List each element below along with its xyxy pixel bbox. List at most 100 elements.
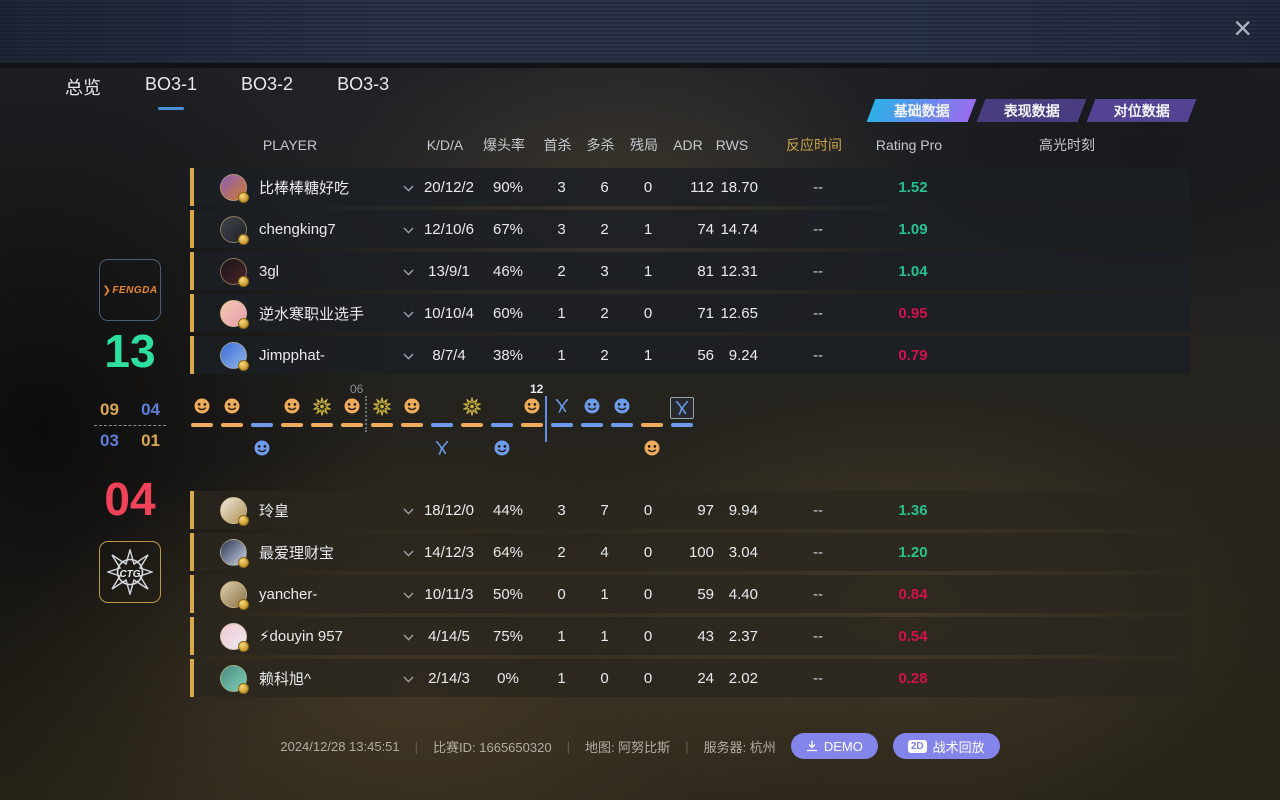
chevron-down-icon[interactable]: [394, 670, 422, 687]
chevron-down-icon[interactable]: [394, 347, 422, 364]
round-result-dash: [671, 423, 693, 427]
player-name[interactable]: 逆水寒职业选手: [259, 305, 365, 323]
round-4[interactable]: [277, 386, 307, 466]
coin-badge-icon: [238, 556, 249, 568]
header-first-kill: 首杀: [543, 137, 572, 153]
demo-download-button[interactable]: DEMO: [790, 733, 878, 759]
tab-bo3-1[interactable]: BO3-1: [145, 74, 197, 110]
player-row[interactable]: 逆水寒职业选手 10/10/4 60% 1 2 0 71 12.65 -- 0.…: [190, 294, 1190, 332]
player-row[interactable]: Jimpphat- 8/7/4 38% 1 2 1 56 9.24 -- 0.7…: [190, 336, 1190, 374]
round-2[interactable]: [217, 386, 247, 466]
tactical-replay-button[interactable]: 2D 战术回放: [892, 733, 1000, 759]
coin-badge-icon: [238, 514, 249, 526]
round-12[interactable]: [517, 386, 547, 466]
round-result-dash: [221, 423, 243, 427]
stat-adr: 59: [697, 585, 714, 603]
round-9[interactable]: [427, 386, 457, 466]
team2-second-half-score: 01: [141, 431, 160, 450]
player-name[interactable]: ⚡douyin 957: [259, 628, 343, 645]
player-row[interactable]: ⚡douyin 957 4/14/5 75% 1 1 0 43 2.37 -- …: [190, 617, 1190, 655]
player-name[interactable]: 比棒棒糖好吃: [259, 179, 350, 197]
player-row[interactable]: 最爱理财宝 14/12/3 64% 2 4 0 100 3.04 -- 1.20: [190, 533, 1190, 571]
chevron-down-icon[interactable]: [394, 221, 422, 238]
close-icon[interactable]: ×: [1233, 10, 1252, 46]
elimination-smiley-icon: [584, 398, 600, 414]
tab-matchup-data[interactable]: 对位数据: [1086, 99, 1197, 122]
player-name[interactable]: yancher-: [259, 585, 318, 603]
stat-reaction-time: --: [813, 346, 823, 364]
round-result-dash: [611, 423, 633, 427]
round-13[interactable]: [547, 386, 577, 466]
header-clutch: 残局: [630, 137, 658, 153]
chevron-down-icon[interactable]: [394, 305, 422, 322]
round-17[interactable]: [667, 386, 697, 466]
player-row[interactable]: chengking7 12/10/6 67% 3 2 1 74 14.74 --…: [190, 210, 1190, 248]
round-result-dash: [491, 423, 513, 427]
team2-logo-text: CTG: [119, 569, 140, 580]
stat-clutch: 0: [643, 501, 653, 519]
player-name[interactable]: 3gl: [259, 262, 280, 280]
chevron-down-icon[interactable]: [394, 502, 422, 519]
tab-basic-data[interactable]: 基础数据: [866, 99, 977, 122]
stat-clutch: 0: [643, 627, 653, 645]
round-5[interactable]: [307, 386, 337, 466]
stat-rating-pro: 0.84: [898, 585, 928, 603]
round-11[interactable]: [487, 386, 517, 466]
tab-overview[interactable]: 总览: [65, 78, 101, 98]
chevron-down-icon[interactable]: [394, 179, 422, 196]
round-16[interactable]: [637, 386, 667, 466]
player-name[interactable]: chengking7: [259, 220, 336, 238]
stat-clutch: 0: [643, 304, 653, 322]
chevron-down-icon[interactable]: [394, 628, 422, 645]
player-name[interactable]: 最爱理财宝: [259, 544, 335, 562]
player-row[interactable]: 比棒棒糖好吃 20/12/2 90% 3 6 0 112 18.70 -- 1.…: [190, 168, 1190, 206]
round-3[interactable]: [247, 386, 277, 466]
table-header: PLAYER K/D/A 爆头率 首杀 多杀 残局 ADR RWS 反应时间 R…: [190, 135, 1190, 155]
player-name[interactable]: Jimpphat-: [259, 346, 325, 364]
match-id: 比赛ID: 1665650320: [433, 739, 552, 755]
round-timeline: 06 12: [187, 382, 747, 466]
stat-adr: 24: [697, 669, 714, 687]
player-row[interactable]: 赖科旭^ 2/14/3 0% 1 0 0 24 2.02 -- 0.28: [190, 659, 1190, 697]
bomb-explosion-icon: [313, 397, 331, 416]
coin-badge-icon: [238, 233, 249, 245]
avatar: [220, 538, 249, 568]
player-name[interactable]: 赖科旭^: [259, 670, 312, 688]
stat-reaction-time: --: [813, 304, 823, 322]
defuse-pliers-icon: [675, 400, 689, 415]
round-1[interactable]: [187, 386, 217, 466]
stat-headshot: 75%: [492, 627, 524, 645]
stat-kda: 4/14/5: [428, 627, 470, 645]
stat-rating-pro: 1.36: [898, 501, 928, 519]
round-result-dash: [461, 423, 483, 427]
stat-adr: 56: [697, 346, 714, 364]
elimination-smiley-icon: [254, 440, 270, 456]
round-8[interactable]: [397, 386, 427, 466]
stat-rating-pro: 0.95: [898, 304, 928, 322]
stat-rating-pro: 0.54: [898, 627, 928, 645]
stat-kda: 12/10/6: [423, 220, 475, 238]
player-name[interactable]: 玲皇: [259, 502, 290, 520]
player-row[interactable]: 3gl 13/9/1 46% 2 3 1 81 12.31 -- 1.04: [190, 252, 1190, 290]
round-7[interactable]: [367, 386, 397, 466]
chevron-down-icon[interactable]: [394, 544, 422, 561]
tab-bo3-3[interactable]: BO3-3: [337, 74, 390, 94]
round-10[interactable]: [457, 386, 487, 466]
round-6[interactable]: [337, 386, 367, 466]
stat-rws: 3.04: [728, 543, 758, 561]
2d-badge: 2D: [907, 739, 927, 753]
round-result-dash: [311, 423, 333, 427]
round-14[interactable]: [577, 386, 607, 466]
stat-clutch: 0: [643, 669, 653, 687]
tab-performance-data[interactable]: 表现数据: [976, 99, 1087, 122]
player-row[interactable]: 玲皇 18/12/0 44% 3 7 0 97 9.94 -- 1.36: [190, 491, 1190, 529]
header-adr: ADR: [673, 137, 703, 153]
chevron-down-icon[interactable]: [394, 263, 422, 280]
stat-kda: 10/10/4: [423, 304, 475, 322]
stat-multi-kill: 3: [600, 262, 609, 280]
stat-kda: 13/9/1: [428, 262, 470, 280]
chevron-down-icon[interactable]: [394, 586, 422, 603]
player-row[interactable]: yancher- 10/11/3 50% 0 1 0 59 4.40 -- 0.…: [190, 575, 1190, 613]
round-15[interactable]: [607, 386, 637, 466]
tab-bo3-2[interactable]: BO3-2: [241, 74, 294, 94]
